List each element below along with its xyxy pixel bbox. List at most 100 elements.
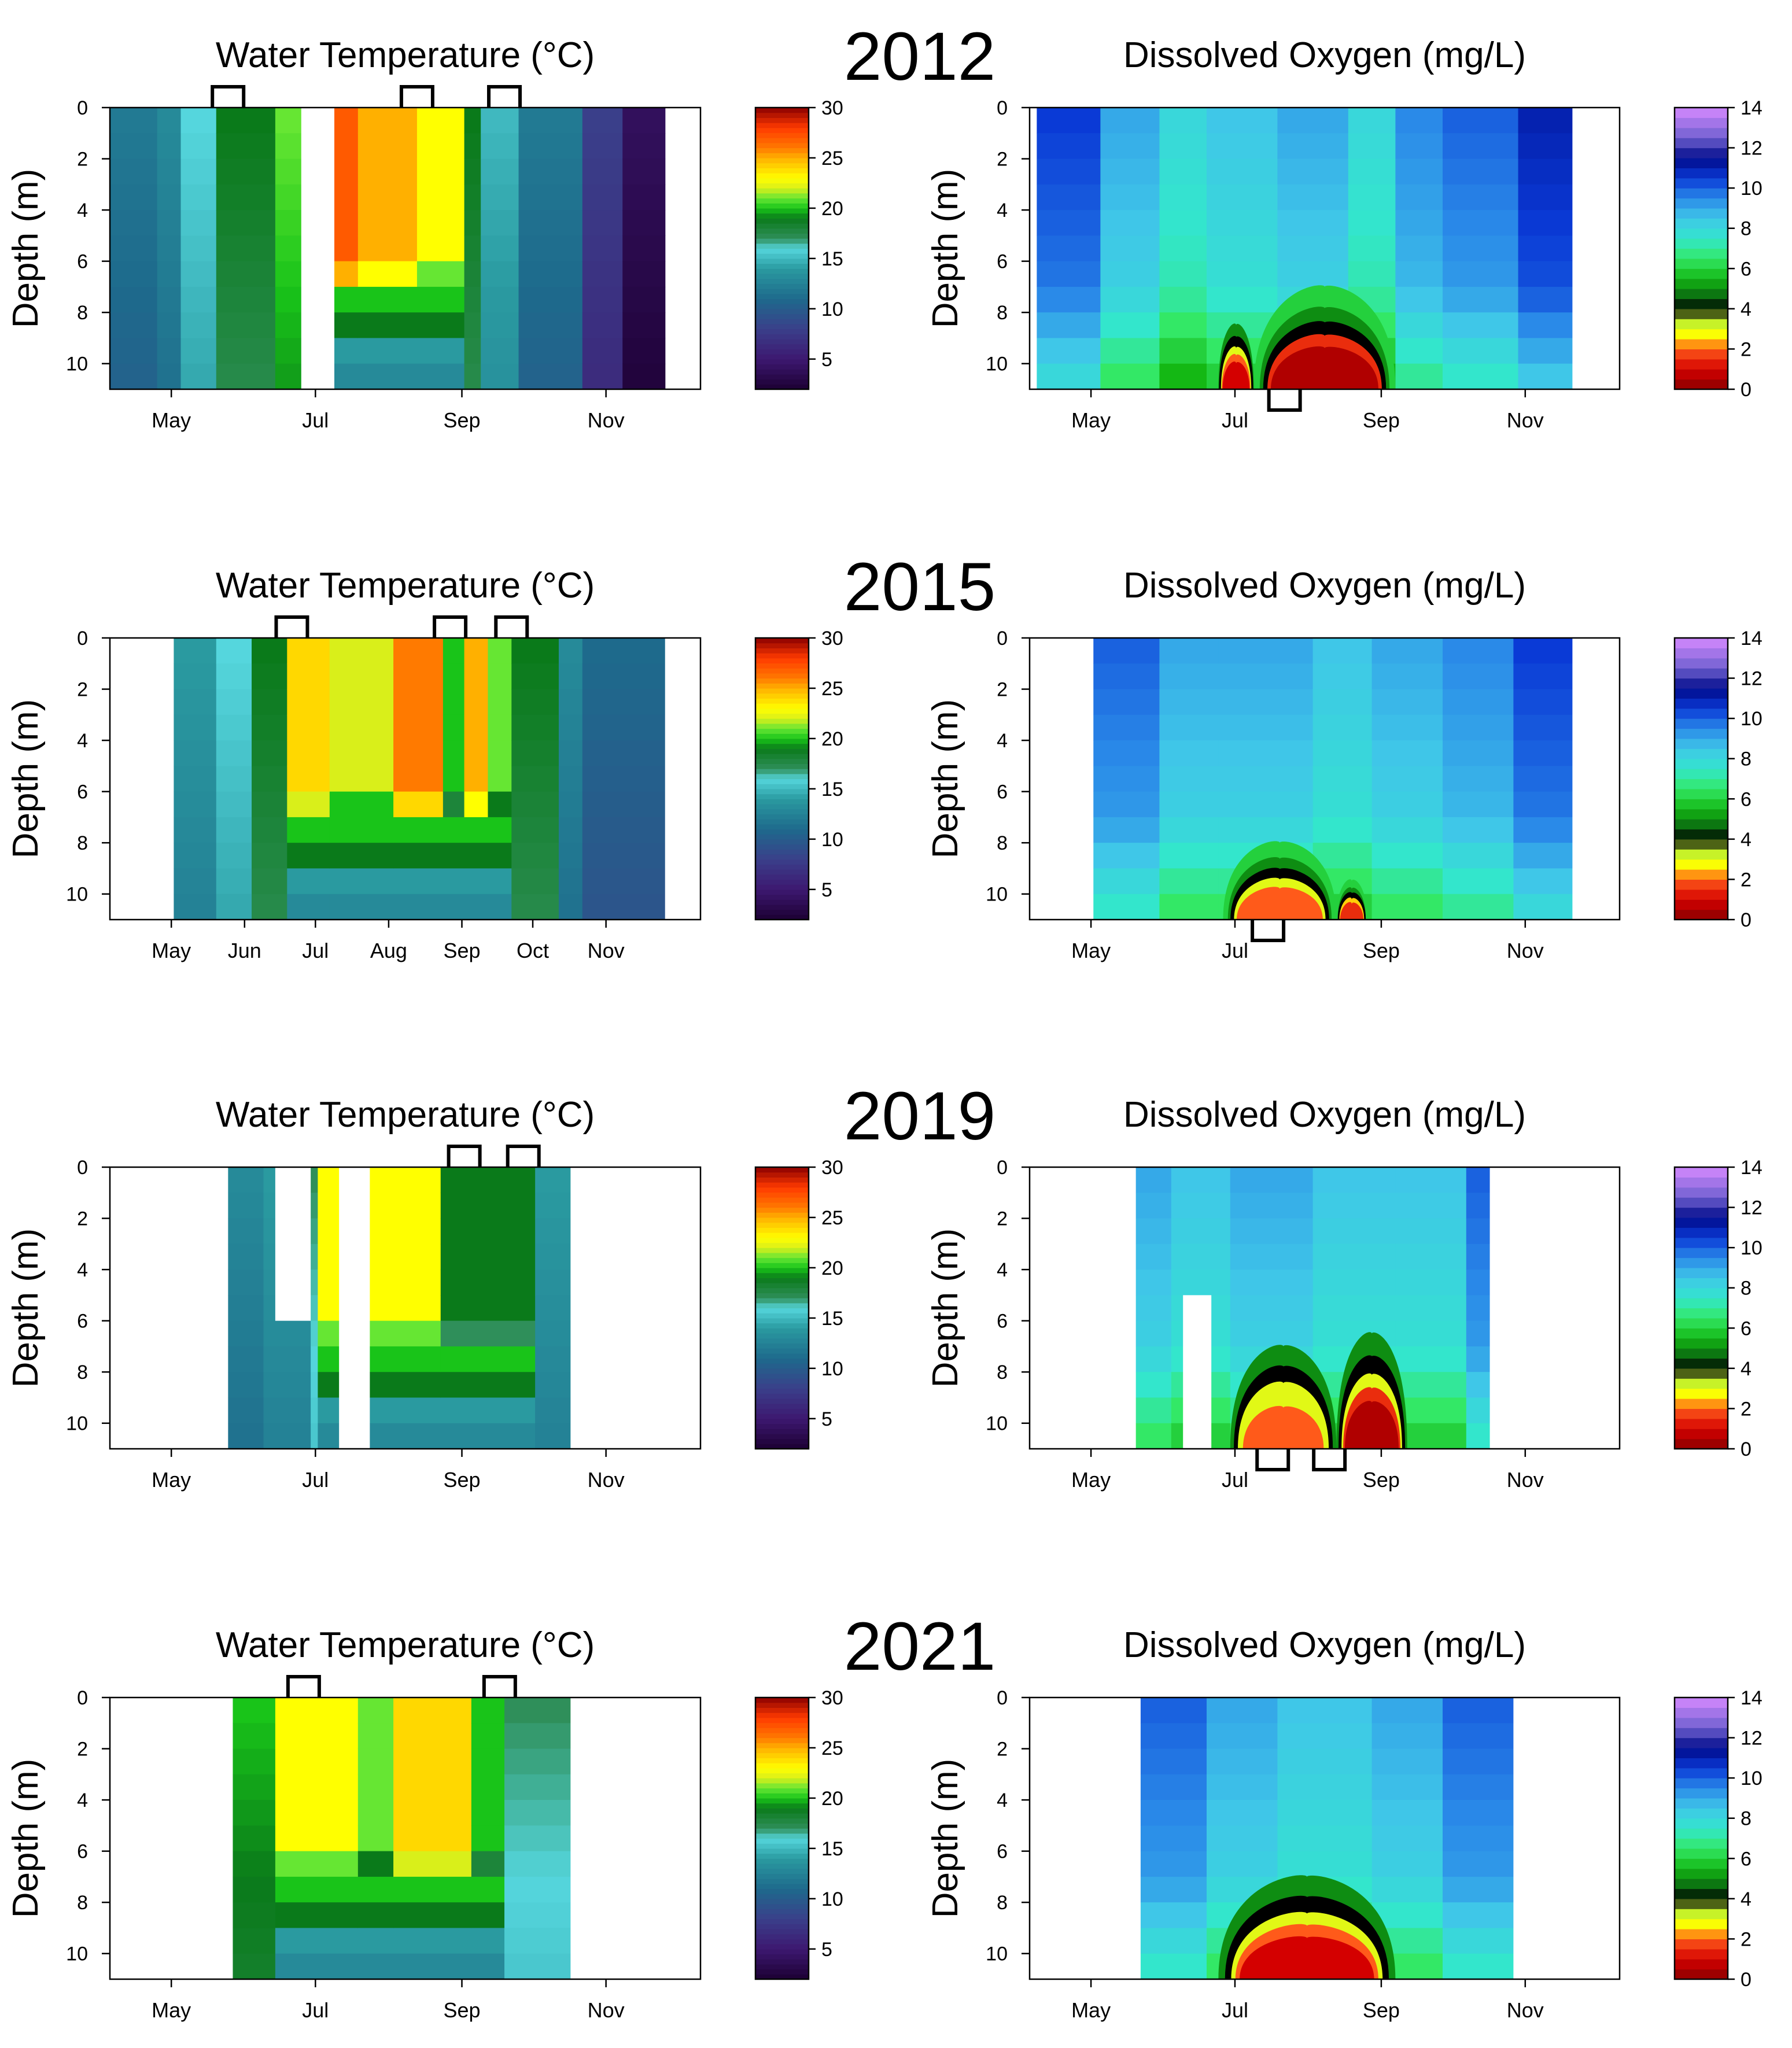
x-tick-label: Nov — [1507, 939, 1544, 962]
colorbar-swatch — [755, 663, 809, 669]
heatmap-cell — [535, 1346, 571, 1372]
heatmap-cell — [1395, 1167, 1467, 1193]
heatmap-cell — [393, 740, 444, 766]
heatmap-cell — [1135, 1243, 1172, 1270]
heatmap-cell — [1443, 663, 1514, 690]
heatmap-cell — [1277, 1851, 1373, 1877]
y-tick-label: 6 — [77, 1311, 88, 1333]
heatmap-cell — [216, 894, 252, 920]
colorbar-swatch — [755, 354, 809, 360]
heatmap-cell — [1518, 210, 1573, 236]
heatmap-cell — [471, 1774, 505, 1800]
heatmap-cell — [216, 261, 276, 287]
colorbar-swatch — [755, 1717, 809, 1724]
heatmap-cell — [233, 1723, 276, 1750]
colorbar-swatch — [755, 193, 809, 199]
heatmap-cell — [440, 1270, 536, 1296]
heatmap-cell — [511, 868, 559, 895]
heatmap-cell — [416, 108, 465, 134]
colorbar-swatch — [755, 1287, 809, 1294]
colorbar-swatch — [755, 248, 809, 254]
heatmap-cell — [180, 363, 217, 389]
y-tick-label: 8 — [997, 832, 1008, 854]
heatmap-cell — [1513, 868, 1573, 895]
heatmap-cell — [1135, 1167, 1172, 1193]
colorbar-swatch — [1675, 157, 1728, 168]
heatmap-cell — [582, 740, 666, 766]
heatmap-cell — [216, 108, 276, 134]
colorbar-swatch — [755, 263, 809, 269]
heatmap-cell — [275, 1723, 359, 1750]
y-tick-label: 4 — [77, 730, 88, 752]
y-tick-label: 4 — [997, 1789, 1008, 1811]
colorbar-swatch — [755, 1823, 809, 1829]
heatmap-cell — [357, 286, 418, 313]
heatmap-cell — [443, 740, 465, 766]
heatmap-cell — [216, 714, 252, 741]
colorbar-swatch — [1675, 1767, 1728, 1778]
heatmap-cell — [370, 1372, 441, 1398]
heatmap-cell — [275, 133, 307, 160]
heatmap-cell — [464, 868, 489, 895]
heatmap-cell — [357, 210, 418, 236]
heatmap-cell — [1443, 740, 1514, 766]
colorbar-tick-label: 30 — [821, 1687, 843, 1709]
heatmap-cell — [252, 638, 287, 664]
y-tick-label: 0 — [77, 97, 88, 119]
heatmap-cell — [1207, 261, 1278, 287]
colorbar-swatch — [755, 1323, 809, 1329]
heatmap-cell — [1513, 817, 1573, 843]
heatmap-cell — [416, 210, 465, 236]
heatmap-cell — [334, 210, 359, 236]
heatmap-cell — [535, 1243, 571, 1270]
heatmap-cell — [1395, 108, 1443, 134]
no-data-gap — [1513, 1698, 1620, 1979]
colorbar-swatch — [755, 1793, 809, 1799]
colorbar-swatch — [755, 123, 809, 128]
colorbar-swatch — [755, 1272, 809, 1278]
heatmap-cell — [1312, 817, 1373, 843]
colorbar-swatch — [755, 1803, 809, 1809]
heatmap-cell — [110, 312, 158, 339]
x-tick-label: Sep — [1363, 1998, 1400, 2022]
heatmap-cell — [233, 1825, 276, 1852]
heatmap-cell — [481, 184, 519, 211]
colorbar-swatch — [755, 1177, 809, 1183]
colorbar-swatch — [755, 1403, 809, 1409]
colorbar-swatch — [755, 147, 809, 153]
heatmap-cell — [287, 689, 330, 715]
x-tick-label: Jul — [302, 408, 329, 432]
no-data-gap — [1030, 1167, 1136, 1449]
heatmap-body — [1030, 108, 1620, 389]
heatmap-cell — [311, 1270, 318, 1296]
heatmap-cell — [1443, 714, 1514, 741]
heatmap-cell — [1218, 638, 1314, 664]
heatmap-cell — [275, 108, 307, 134]
heatmap-cell — [393, 791, 444, 818]
heatmap-cell — [1277, 235, 1349, 262]
heatmap-cell — [582, 312, 623, 339]
heatmap-cell — [1207, 1800, 1278, 1826]
heatmap-cell — [233, 1876, 276, 1903]
heatmap-cell — [174, 663, 217, 690]
heatmap-cell — [1230, 1218, 1314, 1245]
colorbar-swatch — [755, 909, 809, 915]
heatmap-cell — [1207, 108, 1278, 134]
colorbar-swatch — [755, 1944, 809, 1950]
heatmap-cell — [1140, 1876, 1207, 1903]
heatmap-cell — [1443, 1928, 1514, 1954]
colorbar-swatch — [1675, 1918, 1728, 1929]
heatmap-cell — [1443, 133, 1519, 160]
heatmap-cell — [1395, 210, 1443, 236]
heatmap-cell — [1395, 1320, 1467, 1347]
oxygen-panel-2012: 0 2 4 6 8 10 May Jul Sep Nov Dissolved Oxygen (mg/… — [926, 35, 1762, 432]
heatmap-cell — [1159, 338, 1207, 364]
heatmap-cell — [440, 1372, 536, 1398]
colorbar-swatch — [755, 163, 809, 168]
heatmap-cell — [1230, 1243, 1314, 1270]
heatmap-cell — [393, 1800, 472, 1826]
x-tick-label: Jul — [302, 1998, 329, 2022]
colorbar-frame — [1673, 1166, 1729, 1450]
heatmap-cell — [1466, 1320, 1491, 1347]
